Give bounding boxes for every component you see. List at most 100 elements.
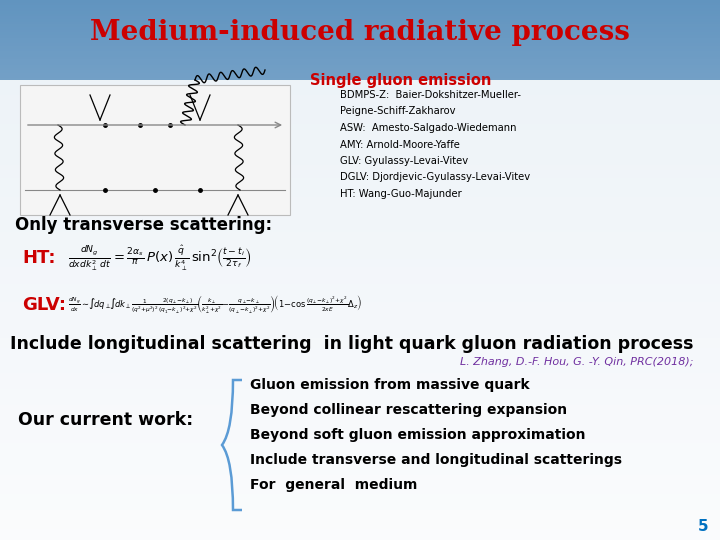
Bar [0,94,720,97]
Bar [0,148,720,151]
Bar [0,313,720,316]
Bar [0,235,720,238]
Bar [0,346,720,348]
Text: GLV:: GLV: [22,296,66,314]
Bar [0,508,720,510]
Bar [0,308,720,310]
Text: $\frac{dN_g}{dxdk_\perp^2\,dt} = \frac{2\alpha_s}{\pi}\,P(x)\,\frac{\hat{q}}{k_\: $\frac{dN_g}{dxdk_\perp^2\,dt} = \frac{2… [68,244,252,273]
Bar [0,392,720,394]
Bar [0,405,720,408]
Bar [0,329,720,332]
Bar [0,57,720,59]
Bar [0,221,720,224]
Bar [0,321,720,324]
Bar [0,238,720,240]
Bar [0,389,720,392]
Bar [0,373,720,375]
Bar [0,481,720,483]
Bar [0,402,720,405]
Bar [0,394,720,397]
Bar [0,338,720,340]
Text: Only transverse scattering:: Only transverse scattering: [15,216,272,234]
Bar [0,267,720,270]
Bar [0,194,720,197]
Bar [0,211,720,213]
Bar [0,364,720,367]
Bar [0,208,720,211]
Bar [0,30,720,32]
Bar [0,294,720,297]
Bar [0,275,720,278]
Bar [0,154,720,157]
Bar [0,197,720,200]
Bar [0,130,720,132]
Bar [0,232,720,235]
Bar [0,526,720,529]
Text: Beyond soft gluon emission approximation: Beyond soft gluon emission approximation [250,428,585,442]
Bar [0,192,720,194]
Bar [0,181,720,184]
Bar [0,356,720,359]
Bar [0,310,720,313]
Bar [0,327,720,329]
Text: For  general  medium: For general medium [250,478,418,492]
Bar [0,46,720,49]
Bar [0,40,720,43]
Bar [0,305,720,308]
Bar [0,470,720,472]
Bar [0,189,720,192]
Bar [0,178,720,181]
Text: AMY: Arnold-Moore-Yaffe: AMY: Arnold-Moore-Yaffe [340,139,460,150]
Bar [0,162,720,165]
Bar [0,378,720,381]
Bar [0,429,720,432]
Bar [0,270,720,273]
Text: Medium-induced radiative process: Medium-induced radiative process [90,18,630,45]
Bar [0,413,720,416]
Bar [0,19,720,22]
Bar [0,62,720,65]
Bar [0,302,720,305]
Bar [0,297,720,300]
Bar [0,108,720,111]
Bar [0,500,720,502]
Bar [0,435,720,437]
Bar [0,240,720,243]
Bar [0,489,720,491]
Bar [0,502,720,505]
Bar [0,230,720,232]
Bar [0,443,720,445]
Bar [0,281,720,284]
Bar [0,135,720,138]
Bar [0,354,720,356]
Bar [0,316,720,319]
Bar [0,284,720,286]
Bar [20,85,290,215]
Bar [0,65,720,68]
Text: GLV: Gyulassy-Levai-Vitev: GLV: Gyulassy-Levai-Vitev [340,156,468,166]
Bar [0,111,720,113]
Text: HT: Wang-Guo-Majunder: HT: Wang-Guo-Majunder [340,189,462,199]
Bar [0,151,720,154]
Text: Beyond collinear rescattering expansion: Beyond collinear rescattering expansion [250,403,567,417]
Bar [0,100,720,103]
Bar [0,216,720,219]
Bar [0,184,720,186]
Bar [0,416,720,418]
Bar [0,89,720,92]
Bar [0,459,720,462]
Bar [0,381,720,383]
Bar [0,227,720,229]
Bar [0,440,720,443]
Bar [0,200,720,202]
Text: BDMPS-Z:  Baier-Dokshitzer-Mueller-: BDMPS-Z: Baier-Dokshitzer-Mueller- [340,90,521,100]
Bar [0,505,720,508]
Bar [0,494,720,497]
Bar [0,324,720,327]
Text: ASW:  Amesto-Salgado-Wiedemann: ASW: Amesto-Salgado-Wiedemann [340,123,516,133]
Bar [0,205,720,208]
Text: Gluon emission from massive quark: Gluon emission from massive quark [250,378,530,392]
Bar [0,170,720,173]
Bar [0,78,720,81]
Bar [0,176,720,178]
